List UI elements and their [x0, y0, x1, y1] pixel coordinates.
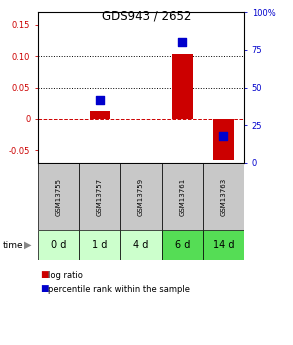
Bar: [79, 230, 120, 260]
Text: ■: ■: [40, 285, 49, 294]
Bar: [203, 163, 244, 230]
Text: 14 d: 14 d: [213, 240, 234, 250]
Point: [98, 97, 102, 102]
Point: [180, 39, 185, 45]
Text: ■: ■: [40, 270, 49, 279]
Bar: [38, 163, 79, 230]
Text: 0 d: 0 d: [51, 240, 66, 250]
Bar: [89, 111, 110, 119]
Text: GDS943 / 2652: GDS943 / 2652: [102, 10, 191, 23]
Bar: [79, 163, 120, 230]
Bar: [172, 54, 193, 119]
Text: GSM13763: GSM13763: [220, 177, 226, 216]
Bar: [38, 230, 79, 260]
Text: GSM13761: GSM13761: [179, 177, 185, 216]
Text: percentile rank within the sample: percentile rank within the sample: [48, 285, 190, 294]
Text: GSM13757: GSM13757: [97, 177, 103, 216]
Bar: [162, 163, 203, 230]
Text: GSM13759: GSM13759: [138, 177, 144, 216]
Text: 6 d: 6 d: [175, 240, 190, 250]
Text: log ratio: log ratio: [48, 270, 83, 279]
Text: ▶: ▶: [24, 240, 32, 250]
Text: 1 d: 1 d: [92, 240, 108, 250]
Bar: [120, 230, 162, 260]
Text: time: time: [3, 240, 23, 249]
Bar: [203, 230, 244, 260]
Bar: [213, 119, 234, 160]
Bar: [162, 230, 203, 260]
Text: 4 d: 4 d: [133, 240, 149, 250]
Text: GSM13755: GSM13755: [56, 177, 62, 216]
Point: [221, 133, 226, 139]
Bar: [120, 163, 162, 230]
